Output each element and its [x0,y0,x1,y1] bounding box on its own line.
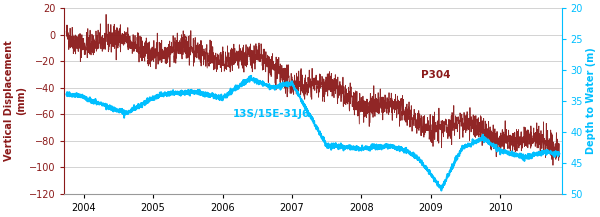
Text: P304: P304 [421,71,450,81]
Text: 13S/15E-31J6: 13S/15E-31J6 [233,109,310,119]
Y-axis label: Vertical Displacement
(mm): Vertical Displacement (mm) [4,41,26,161]
Y-axis label: Depth to Water (m): Depth to Water (m) [586,48,596,154]
